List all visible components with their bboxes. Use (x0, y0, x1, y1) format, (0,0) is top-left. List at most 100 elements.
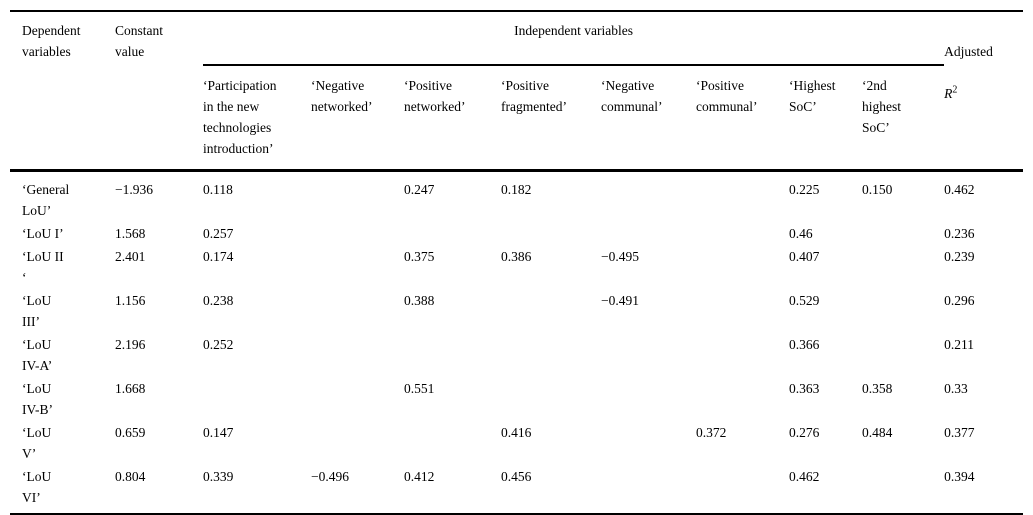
value-cell-positive_fragmented (501, 288, 601, 332)
group-header-independent-variables: Independent variables (203, 11, 945, 66)
value-cell-participation: 0.257 (203, 226, 234, 241)
value-cell-positive_networked (404, 420, 501, 464)
value-cell-highest_soc: 0.276 (789, 425, 820, 440)
table-row: ‘LoU I’ 1.568 0.257 0.46 0.236 (10, 221, 1023, 244)
r2-exponent: 2 (952, 84, 958, 96)
adjusted-r2-formula: R2 (944, 83, 1023, 104)
value-cell-adjusted_r2: 0.296 (944, 293, 975, 308)
value-cell-positive_communal (696, 332, 789, 376)
value-cell-second_highest_soc: 0.358 (862, 381, 893, 396)
value-cell-adjusted_r2: 0.33 (944, 381, 968, 396)
value-cell-second_highest_soc (862, 244, 944, 288)
value-cell-positive_networked: 0.412 (404, 469, 435, 484)
value-cell-constant: 0.804 (115, 469, 146, 484)
column-header-constant-value: Constant value (115, 11, 203, 172)
value-cell-highest_soc: 0.225 (789, 182, 820, 197)
column-subheader-4: ‘Negative communal’ (601, 65, 696, 172)
table-row: ‘LoU II ‘ 2.401 0.174 0.375 0.386 −0.495 0.407… (10, 244, 1023, 288)
value-cell-positive_fragmented (501, 221, 601, 244)
value-cell-positive_communal (696, 221, 789, 244)
value-cell-highest_soc: 0.462 (789, 469, 820, 484)
value-cell-constant: 1.568 (115, 226, 146, 241)
value-cell-adjusted_r2: 0.239 (944, 249, 975, 264)
value-cell-negative_networked (311, 332, 404, 376)
value-cell-adjusted_r2: 0.377 (944, 425, 975, 440)
column-header-dependent-variables: Dependent variables (10, 11, 115, 172)
value-cell-positive_communal (696, 288, 789, 332)
value-cell-participation (203, 376, 311, 420)
value-cell-negative_communal: −0.491 (601, 293, 639, 308)
column-subheader-5: ‘Positive communal’ (696, 65, 789, 172)
header-row-2-subheaders: ‘Participation in the new technologies i… (10, 65, 1023, 172)
row-label: ‘LoU IV-A’ (22, 337, 53, 373)
value-cell-positive_networked: 0.551 (404, 381, 435, 396)
value-cell-adjusted_r2: 0.394 (944, 469, 975, 484)
value-cell-negative_communal (601, 376, 696, 420)
value-cell-constant: 0.659 (115, 425, 146, 440)
value-cell-adjusted_r2: 0.211 (944, 337, 974, 352)
value-cell-participation: 0.147 (203, 425, 234, 440)
value-cell-positive_networked (404, 221, 501, 244)
row-label: ‘LoU VI’ (22, 469, 52, 505)
value-cell-highest_soc: 0.529 (789, 293, 820, 308)
value-cell-negative_communal: −0.495 (601, 249, 639, 264)
value-cell-highest_soc: 0.366 (789, 337, 820, 352)
table-row: ‘General LoU’ −1.936 0.118 0.247 0.182 0.225 0… (10, 171, 1023, 222)
table-row: ‘LoU IV-A’ 2.196 0.252 0.366 0.211 (10, 332, 1023, 376)
value-cell-positive_fragmented (501, 376, 601, 420)
value-cell-positive_communal (696, 376, 789, 420)
table-body: ‘General LoU’ −1.936 0.118 0.247 0.182 0.225 0… (10, 171, 1023, 515)
row-label: ‘LoU III’ (22, 293, 52, 329)
value-cell-negative_communal (601, 332, 696, 376)
value-cell-negative_networked (311, 288, 404, 332)
value-cell-highest_soc: 0.363 (789, 381, 820, 396)
column-subheader-1: ‘Negative networked’ (311, 65, 404, 172)
value-cell-constant: 1.156 (115, 293, 146, 308)
row-label: ‘General LoU’ (22, 182, 70, 218)
value-cell-participation: 0.238 (203, 293, 234, 308)
value-cell-positive_communal (696, 464, 789, 514)
value-cell-positive_fragmented: 0.456 (501, 469, 532, 484)
value-cell-constant: −1.936 (115, 182, 153, 197)
value-cell-adjusted_r2: 0.462 (944, 182, 975, 197)
row-label: ‘LoU IV-B’ (22, 381, 54, 417)
column-header-adjusted-r2: Adjusted R2 (944, 11, 1024, 172)
table-row: ‘LoU III’ 1.156 0.238 0.388 −0.491 0.529 0.296 (10, 288, 1023, 332)
table-row: ‘LoU IV-B’ 1.668 0.551 0.363 0.358 0.33 (10, 376, 1023, 420)
column-subheader-7: ‘2nd highest SoC’ (862, 65, 945, 172)
value-cell-positive_networked: 0.247 (404, 182, 435, 197)
value-cell-participation: 0.174 (203, 249, 234, 264)
value-cell-positive_networked: 0.375 (404, 249, 435, 264)
value-cell-positive_networked: 0.388 (404, 293, 435, 308)
value-cell-participation: 0.339 (203, 469, 234, 484)
value-cell-highest_soc: 0.407 (789, 249, 820, 264)
regression-results-table: Dependent variables Constant value Indep… (10, 10, 1024, 515)
value-cell-positive_fragmented: 0.182 (501, 182, 532, 197)
value-cell-adjusted_r2: 0.236 (944, 226, 975, 241)
value-cell-second_highest_soc (862, 464, 944, 514)
value-cell-negative_networked (311, 244, 404, 288)
header-row-1: Dependent variables Constant value Indep… (10, 11, 1024, 172)
value-cell-second_highest_soc (862, 221, 944, 244)
adjusted-r2-word: Adjusted (944, 44, 993, 59)
value-cell-negative_networked (311, 420, 404, 464)
value-cell-participation: 0.252 (203, 337, 234, 352)
table-row: ‘LoU VI’ 0.804 0.339 −0.496 0.412 0.456 0.462 0… (10, 464, 1023, 514)
column-subheader-3: ‘Positive fragmented’ (501, 65, 601, 172)
value-cell-positive_communal (696, 171, 789, 222)
value-cell-participation: 0.118 (203, 182, 233, 197)
value-cell-second_highest_soc: 0.484 (862, 425, 893, 440)
column-subheader-6: ‘Highest SoC’ (789, 65, 862, 172)
value-cell-positive_networked (404, 332, 501, 376)
value-cell-negative_communal (601, 420, 696, 464)
value-cell-negative_communal (601, 221, 696, 244)
row-label: ‘LoU I’ (22, 226, 64, 241)
row-label: ‘LoU V’ (22, 425, 52, 461)
value-cell-second_highest_soc: 0.150 (862, 182, 893, 197)
value-cell-positive_communal (696, 244, 789, 288)
value-cell-negative_communal (601, 464, 696, 514)
table-row: ‘LoU V’ 0.659 0.147 0.416 0.372 0.276 0.484 0.3… (10, 420, 1023, 464)
row-label: ‘LoU II ‘ (22, 249, 64, 285)
value-cell-positive_communal: 0.372 (696, 425, 727, 440)
value-cell-negative_communal (601, 171, 696, 222)
